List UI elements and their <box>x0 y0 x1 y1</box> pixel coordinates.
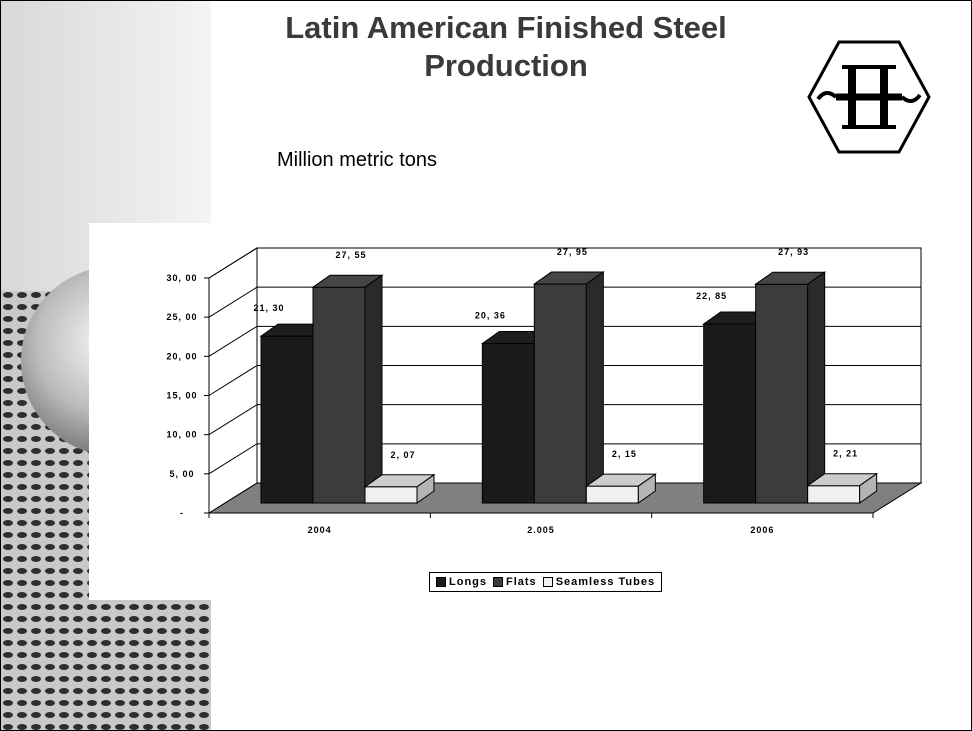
chart-legend: Longs Flats Seamless Tubes <box>429 572 663 592</box>
data-label-longs: 22, 85 <box>696 291 727 301</box>
bar-seamless-tubes <box>806 472 879 504</box>
chart-unit-subtitle: Million metric tons <box>277 149 438 171</box>
legend-item-seamless-tubes: Seamless Tubes <box>542 576 656 588</box>
y-tick-label: 20, 00 <box>166 351 197 361</box>
legend-item-longs: Longs <box>436 576 487 588</box>
data-label-seamless-tubes: 2, 15 <box>612 449 637 459</box>
bar-side-seamless-tubes <box>859 472 878 504</box>
bar-front-flats <box>312 286 366 504</box>
bar-front-seamless-tubes <box>807 485 861 504</box>
legend-swatch-longs <box>436 577 446 587</box>
bar-front-longs <box>703 323 757 504</box>
bar-front-longs <box>260 335 314 504</box>
bar-front-seamless-tubes <box>364 486 418 504</box>
slide-title: Latin American Finished Steel Production <box>216 9 796 85</box>
y-tick-label: - <box>180 508 184 518</box>
bar-front-longs <box>481 343 535 504</box>
bar-side-flats <box>364 274 383 504</box>
data-label-longs: 21, 30 <box>253 303 284 313</box>
bar-front-flats <box>755 283 809 504</box>
y-tick-label: 15, 00 <box>166 391 197 401</box>
legend-label-seamless-tubes: Seamless Tubes <box>555 576 656 588</box>
x-tick-label: 2004 <box>308 525 332 535</box>
data-label-flats: 27, 93 <box>778 247 809 257</box>
x-tick-label: 2.005 <box>527 525 555 535</box>
gridline <box>208 247 921 279</box>
gridline <box>208 365 921 396</box>
bar-front-seamless-tubes <box>585 485 639 504</box>
x-tick-label: 2006 <box>750 525 774 535</box>
legend-label-flats: Flats <box>506 576 537 588</box>
chart-bars <box>259 271 879 504</box>
bar-side-seamless-tubes <box>416 473 435 504</box>
y-tick-label: 10, 00 <box>166 430 197 440</box>
bar-flats <box>532 271 605 504</box>
bar-flats <box>754 271 827 504</box>
bar-seamless-tubes <box>584 473 657 504</box>
gridline <box>208 325 921 357</box>
bar-side-flats <box>807 271 826 504</box>
data-label-flats: 27, 95 <box>557 247 588 257</box>
legend-item-flats: Flats <box>493 576 537 588</box>
chart-labels: - 5, 00 10, 00 15, 00 20, 00 25, 00 30, 00 2004… <box>166 247 858 535</box>
legend-label-longs: Longs <box>449 576 487 588</box>
bar-side-seamless-tubes <box>637 473 656 504</box>
title-line-2: Production <box>424 48 588 83</box>
hexagon-logo-icon <box>807 40 931 154</box>
bar-front-flats <box>533 283 587 504</box>
legend-swatch-flats <box>493 577 503 587</box>
data-label-seamless-tubes: 2, 21 <box>833 449 858 459</box>
data-label-flats: 27, 55 <box>335 250 366 260</box>
y-tick-label: 25, 00 <box>166 312 197 322</box>
gridline <box>208 443 921 475</box>
legend-swatch-seamless-tubes <box>542 577 553 587</box>
data-label-seamless-tubes: 2, 07 <box>390 450 415 460</box>
bar-seamless-tubes <box>363 473 436 504</box>
bar-flats <box>311 274 384 504</box>
gridline <box>208 404 921 436</box>
y-tick-label: 5, 00 <box>169 469 194 479</box>
data-label-longs: 20, 36 <box>475 311 506 321</box>
y-tick-label: 30, 00 <box>166 273 197 283</box>
bar-side-flats <box>585 271 604 504</box>
title-line-1: Latin American Finished Steel <box>285 10 727 45</box>
gridline <box>208 286 921 318</box>
